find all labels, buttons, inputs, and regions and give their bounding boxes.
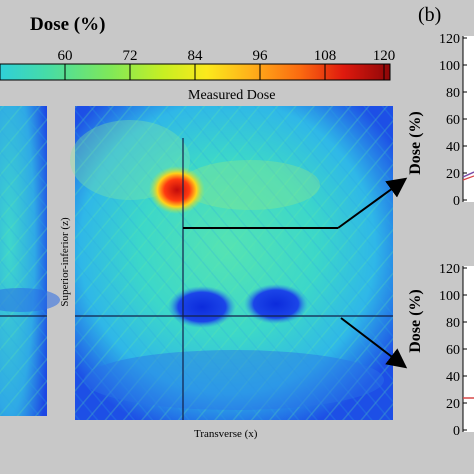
yticks-upper-label-80: 80: [446, 86, 460, 101]
hotspot: [149, 166, 205, 214]
yticks-upper: 0 20 40 60 80 100 120: [439, 32, 467, 209]
dose-map: [70, 106, 393, 420]
low-dose-region-right: [244, 284, 308, 324]
arrow-upper: [337, 177, 408, 229]
yticks-upper-label-60: 60: [446, 113, 460, 128]
yticks-upper-label-40: 40: [446, 140, 460, 155]
plot-lower-ylabel: Dose (%): [407, 289, 424, 353]
plot-upper-ylabel: Dose (%): [407, 111, 424, 175]
colorbar-tick-label-108: 108: [314, 48, 337, 64]
left-map-panel: [0, 106, 60, 416]
colorbar-tick-label-96: 96: [253, 48, 269, 64]
colorbar-tick-label-84: 84: [188, 48, 204, 64]
profile-plot-upper: 0 20 40 60 80 100 120: [439, 32, 474, 209]
yticks-lower-label-120: 120: [439, 262, 460, 277]
map-title: Measured Dose: [188, 88, 276, 103]
yticks-lower-label-100: 100: [439, 289, 460, 304]
arrow-lower: [340, 317, 408, 369]
panel-b-label: (b): [418, 4, 442, 26]
yticks-lower-label-0: 0: [453, 424, 460, 439]
map-xlabel: Transverse (x): [194, 428, 258, 440]
colorbar-title: Dose (%): [30, 14, 106, 35]
yticks-upper-label-20: 20: [446, 167, 460, 182]
yticks-lower-label-40: 40: [446, 370, 460, 385]
colorbar-tick-label-72: 72: [123, 48, 138, 64]
map-ylabel: Superior-inferior (z): [59, 217, 71, 307]
yticks-upper-label-120: 120: [439, 32, 460, 47]
colorbar-tick-label-120: 120: [373, 48, 396, 64]
colorbar-ticks: 60 72 84 96 108 120: [58, 48, 396, 80]
yticks-lower-label-20: 20: [446, 397, 460, 412]
yticks-lower-label-60: 60: [446, 343, 460, 358]
profile-plot-lower: 0 20 40 60 80 100 120: [439, 262, 474, 439]
colorbar-tick-label-60: 60: [58, 48, 73, 64]
yticks-lower: 0 20 40 60 80 100 120: [439, 262, 467, 439]
yticks-upper-label-100: 100: [439, 59, 460, 74]
low-dose-region-left: [168, 286, 236, 328]
yticks-lower-label-80: 80: [446, 316, 460, 331]
yticks-upper-label-0: 0: [453, 194, 460, 209]
